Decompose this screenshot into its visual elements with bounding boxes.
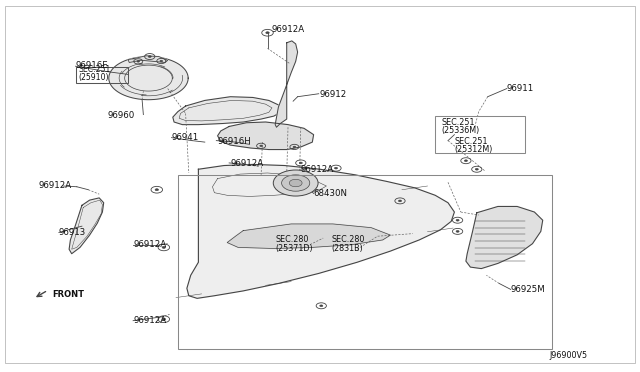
Text: (2831B): (2831B) (332, 244, 364, 253)
Circle shape (320, 305, 323, 307)
Text: (25312M): (25312M) (454, 145, 493, 154)
Circle shape (456, 231, 459, 232)
Circle shape (266, 32, 269, 34)
Polygon shape (69, 198, 104, 254)
Text: 96912A: 96912A (133, 316, 166, 325)
Text: (25371D): (25371D) (275, 244, 313, 253)
Polygon shape (173, 97, 282, 125)
Text: 68430N: 68430N (314, 189, 348, 198)
Circle shape (289, 179, 302, 187)
Text: 96911: 96911 (507, 84, 534, 93)
Circle shape (456, 219, 459, 221)
Text: 96925M: 96925M (511, 285, 545, 294)
Text: 96912A: 96912A (272, 25, 305, 34)
Circle shape (300, 162, 302, 164)
Bar (178, 175, 552, 349)
Text: 96916E: 96916E (76, 61, 108, 70)
Text: SEC.251: SEC.251 (78, 65, 111, 74)
Circle shape (335, 167, 337, 169)
Text: 96912A: 96912A (38, 182, 72, 190)
Polygon shape (227, 224, 390, 248)
Text: 96941: 96941 (172, 133, 199, 142)
Text: 96913: 96913 (59, 228, 86, 237)
Text: (25336M): (25336M) (442, 126, 480, 135)
Text: 96916H: 96916H (218, 137, 252, 146)
Circle shape (273, 170, 318, 196)
Circle shape (260, 145, 262, 147)
Polygon shape (218, 122, 314, 150)
Text: SEC.251: SEC.251 (442, 118, 475, 126)
Text: SEC.280: SEC.280 (275, 235, 308, 244)
Polygon shape (187, 164, 454, 298)
Circle shape (162, 318, 166, 320)
Text: J96900V5: J96900V5 (549, 351, 588, 360)
Text: 96912A: 96912A (301, 165, 334, 174)
Text: 96960: 96960 (108, 111, 135, 120)
Circle shape (160, 60, 163, 62)
Polygon shape (128, 56, 168, 62)
Polygon shape (275, 41, 298, 127)
Bar (435, 116, 525, 153)
Text: SEC.251: SEC.251 (454, 137, 488, 146)
Circle shape (293, 146, 296, 148)
Polygon shape (466, 206, 543, 269)
Circle shape (155, 189, 159, 191)
Polygon shape (109, 57, 188, 100)
Circle shape (476, 169, 478, 170)
Text: 96912: 96912 (320, 90, 348, 99)
Text: (25910): (25910) (78, 73, 109, 81)
Text: 96912A: 96912A (133, 240, 166, 249)
Text: SEC.280: SEC.280 (332, 235, 365, 244)
Text: FRONT: FRONT (52, 290, 84, 299)
Circle shape (399, 200, 401, 202)
Circle shape (282, 175, 310, 191)
Circle shape (137, 61, 140, 62)
Text: 96912A: 96912A (230, 159, 264, 168)
Bar (76, 67, 128, 83)
Circle shape (465, 160, 467, 161)
Circle shape (148, 56, 151, 57)
Circle shape (162, 246, 166, 248)
